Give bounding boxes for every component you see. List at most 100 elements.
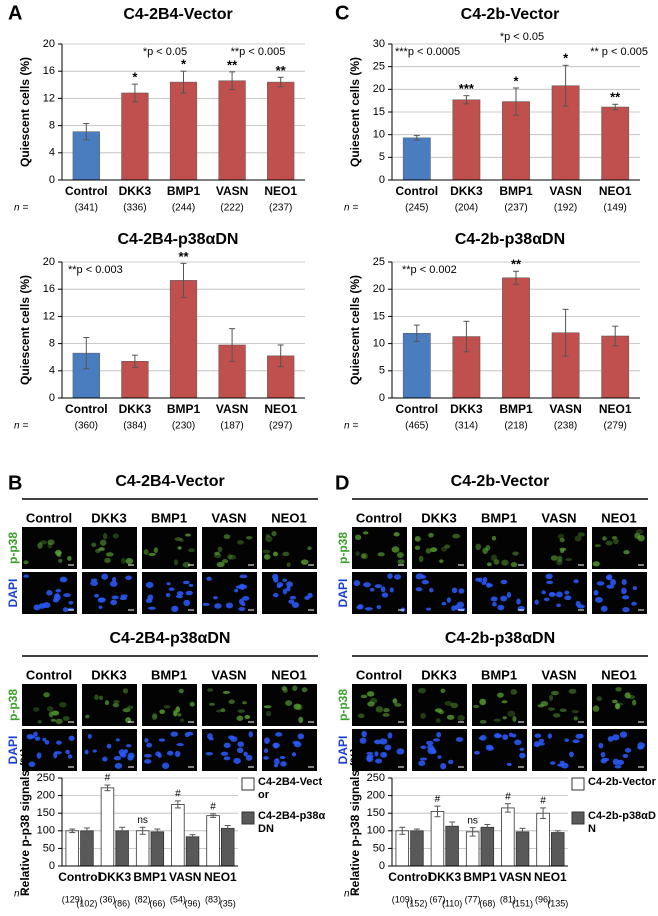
- bar: [169, 81, 198, 181]
- error-bar: [612, 325, 619, 347]
- micrograph: [472, 527, 527, 569]
- x-tick-label: BMP1: [463, 870, 497, 884]
- cell: [512, 551, 519, 556]
- cell: [559, 537, 565, 543]
- x-tick-label: DKK3: [98, 870, 131, 884]
- cell: [90, 578, 98, 582]
- bar: [402, 333, 431, 399]
- n-count: (192): [554, 203, 577, 214]
- x-tick-label: NEO1: [534, 870, 567, 884]
- significance-label: **: [276, 63, 287, 78]
- y-tick-label: 4: [49, 147, 55, 159]
- x-tick-label: BMP1: [499, 184, 533, 198]
- cell: [119, 596, 127, 601]
- cell: [607, 736, 614, 742]
- n-count: (384): [123, 421, 146, 432]
- cell: [23, 560, 29, 565]
- cell: [458, 607, 466, 612]
- error-bar: [83, 336, 90, 370]
- cell: [46, 706, 54, 712]
- cell: [600, 605, 608, 612]
- cell: [486, 746, 494, 751]
- cell: [206, 576, 212, 581]
- cell: [418, 687, 426, 694]
- bar: [169, 280, 198, 399]
- column-label: BMP1: [481, 510, 517, 525]
- error-bar: [399, 826, 406, 835]
- cell: [512, 716, 517, 722]
- cell: [479, 698, 487, 706]
- significance-label: **: [511, 257, 522, 272]
- cell: [115, 738, 120, 742]
- n-count: (360): [75, 421, 98, 432]
- significance-label: #: [505, 791, 511, 802]
- significance-label: **: [178, 249, 189, 264]
- n-count: (96): [185, 898, 201, 908]
- cell: [67, 556, 72, 561]
- cell: [367, 701, 375, 707]
- cell: [619, 731, 628, 738]
- y-tick-label: 12: [43, 310, 55, 322]
- cell: [396, 748, 405, 755]
- cell: [234, 588, 239, 593]
- cell: [168, 587, 175, 591]
- column-label: VASN: [211, 510, 246, 525]
- error-bar: [562, 64, 569, 107]
- cell: [94, 593, 100, 598]
- bar: [115, 830, 129, 867]
- y-tick-label: 0: [49, 860, 55, 872]
- cell: [300, 559, 309, 565]
- cell: [207, 733, 213, 740]
- cell: [127, 755, 134, 761]
- cell: [369, 587, 375, 592]
- error-bar: [180, 262, 187, 298]
- y-tick-label: 150: [37, 807, 55, 819]
- cell: [101, 573, 109, 580]
- y-tick-label: 150: [367, 807, 385, 819]
- cell: [288, 599, 295, 604]
- x-tick-label: VASN: [549, 402, 581, 416]
- cell: [220, 751, 229, 756]
- bar: [452, 99, 481, 181]
- cell: [614, 703, 620, 709]
- cell: [540, 700, 549, 707]
- error-bar: [469, 827, 476, 837]
- y-tick-label: 250: [367, 772, 385, 784]
- y-tick-label: 100: [367, 825, 385, 837]
- cell: [383, 707, 390, 713]
- cell: [242, 701, 247, 705]
- significance-label: #: [210, 802, 216, 813]
- cell: [271, 530, 277, 537]
- x-tick-label: NEO1: [264, 184, 297, 198]
- cell: [122, 708, 131, 713]
- cell: [125, 557, 134, 565]
- y-tick-label: 0: [379, 392, 385, 404]
- x-tick-label: VASN: [169, 870, 201, 884]
- cell: [444, 700, 453, 706]
- cell: [179, 538, 184, 543]
- cell: [450, 702, 459, 709]
- chart-title: C4-2B4-Vector: [123, 6, 232, 23]
- column-label: NEO1: [601, 510, 636, 525]
- cell: [475, 543, 482, 551]
- bar: [402, 137, 431, 181]
- cell: [601, 757, 610, 762]
- cell: [380, 751, 388, 758]
- cell: [47, 542, 53, 549]
- cell: [216, 561, 225, 568]
- cell: [245, 536, 253, 540]
- cell: [222, 690, 231, 694]
- cell: [381, 592, 389, 598]
- error-bar: [119, 826, 126, 835]
- cell: [189, 701, 195, 707]
- n-count: (297): [269, 421, 292, 432]
- cell: [281, 686, 288, 691]
- column-label: DKK3: [91, 510, 126, 525]
- error-bar: [413, 324, 420, 342]
- cell: [98, 547, 105, 551]
- cell: [153, 547, 158, 554]
- cell: [209, 702, 216, 706]
- cell: [243, 751, 248, 757]
- error-bar: [224, 825, 231, 832]
- cell: [216, 709, 222, 713]
